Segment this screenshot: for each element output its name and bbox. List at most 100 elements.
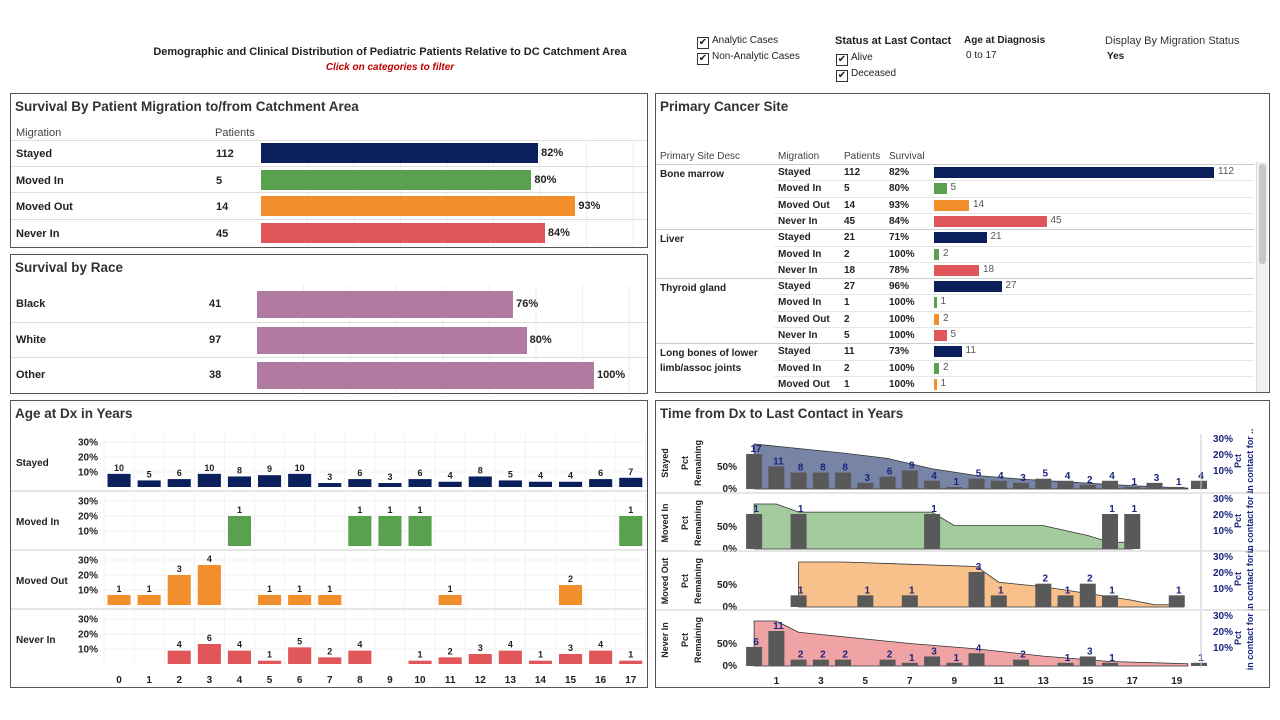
age-bar[interactable] bbox=[468, 476, 492, 487]
contact-bar[interactable] bbox=[1102, 662, 1119, 666]
migration-survival-bar[interactable] bbox=[261, 196, 576, 216]
migration-label[interactable]: Never In bbox=[16, 227, 60, 240]
migration-label[interactable]: Stayed bbox=[16, 148, 53, 160]
age-bar[interactable] bbox=[559, 585, 583, 605]
race-survival-bar[interactable] bbox=[257, 291, 514, 318]
contact-bar[interactable] bbox=[857, 482, 874, 489]
contact-bar[interactable] bbox=[879, 659, 896, 666]
contact-bar[interactable] bbox=[1191, 662, 1207, 666]
age-bar[interactable] bbox=[408, 479, 432, 487]
contact-bar[interactable] bbox=[879, 476, 896, 489]
site-name[interactable]: Bone marrow bbox=[660, 169, 724, 180]
contact-bar[interactable] bbox=[1035, 583, 1052, 607]
age-bar[interactable] bbox=[348, 650, 372, 664]
contact-bar[interactable] bbox=[946, 486, 963, 489]
contact-bar[interactable] bbox=[924, 656, 941, 666]
migration-label[interactable]: Moved In bbox=[16, 174, 64, 187]
age-bar[interactable] bbox=[167, 575, 191, 605]
age-bar[interactable] bbox=[559, 481, 583, 487]
age-bar[interactable] bbox=[107, 595, 131, 605]
contact-bar[interactable] bbox=[924, 514, 941, 549]
contact-bar[interactable] bbox=[1102, 514, 1119, 549]
contact-bar[interactable] bbox=[901, 595, 918, 607]
race-row[interactable]: Black 41 76% bbox=[11, 287, 647, 323]
age-bar[interactable] bbox=[528, 660, 552, 664]
site-migration[interactable]: Moved In bbox=[778, 362, 822, 374]
site-patient-bar[interactable] bbox=[934, 232, 987, 244]
site-patient-bar[interactable] bbox=[934, 183, 947, 195]
display-filter-value[interactable]: Yes bbox=[1107, 51, 1125, 62]
site-patient-bar[interactable] bbox=[934, 264, 979, 276]
age-bar[interactable] bbox=[498, 650, 522, 664]
migration-row[interactable]: Stayed 112 82% bbox=[11, 140, 647, 167]
site-migration[interactable]: Moved In bbox=[778, 248, 822, 260]
age-bar[interactable] bbox=[258, 595, 282, 605]
age-bar[interactable] bbox=[589, 479, 613, 487]
age-bar[interactable] bbox=[619, 477, 643, 487]
migration-survival-bar[interactable] bbox=[261, 222, 545, 243]
age-bar[interactable] bbox=[589, 650, 613, 664]
contact-bar[interactable] bbox=[1057, 480, 1074, 489]
site-migration[interactable]: Stayed bbox=[778, 167, 811, 178]
contact-bar[interactable] bbox=[968, 572, 985, 607]
age-bar[interactable] bbox=[438, 595, 462, 605]
age-bar[interactable] bbox=[468, 654, 492, 664]
contact-bar[interactable] bbox=[1102, 480, 1119, 489]
age-bar[interactable] bbox=[318, 595, 342, 605]
contact-bar[interactable] bbox=[1124, 486, 1141, 489]
site-migration[interactable]: Moved Out bbox=[778, 199, 830, 211]
site-name[interactable]: Thyroid gland bbox=[660, 283, 727, 295]
site-patient-bar[interactable] bbox=[934, 330, 947, 341]
contact-bar[interactable] bbox=[968, 653, 985, 666]
migration-label[interactable]: Moved Out bbox=[16, 201, 73, 213]
age-bar[interactable] bbox=[378, 516, 402, 546]
age-bar[interactable] bbox=[619, 660, 643, 664]
contact-bar[interactable] bbox=[968, 478, 985, 489]
checkbox-icon[interactable]: ✔ bbox=[836, 54, 848, 66]
site-patient-bar[interactable] bbox=[934, 362, 939, 374]
contact-bar[interactable] bbox=[746, 454, 763, 489]
site-patient-bar[interactable] bbox=[934, 378, 937, 390]
contact-bar[interactable] bbox=[1079, 583, 1096, 607]
migration-row[interactable]: Moved Out 14 93% bbox=[11, 193, 647, 220]
site-patient-bar[interactable] bbox=[934, 297, 937, 309]
age-bar[interactable] bbox=[619, 516, 643, 546]
site-migration[interactable]: Stayed bbox=[778, 346, 811, 358]
age-bar[interactable] bbox=[559, 654, 583, 664]
race-survival-bar[interactable] bbox=[257, 362, 594, 389]
race-row[interactable]: Other 38 100% bbox=[11, 358, 647, 393]
race-survival-bar[interactable] bbox=[257, 326, 527, 354]
filter-deceased[interactable]: ✔ Deceased bbox=[836, 68, 897, 82]
age-bar[interactable] bbox=[378, 483, 402, 487]
contact-bar[interactable] bbox=[790, 595, 807, 607]
site-migration[interactable]: Moved In bbox=[778, 297, 822, 309]
age-bar[interactable] bbox=[227, 650, 251, 664]
age-bar[interactable] bbox=[438, 657, 462, 664]
contact-bar[interactable] bbox=[768, 466, 785, 489]
age-bar[interactable] bbox=[408, 516, 432, 546]
site-patient-bar[interactable] bbox=[934, 167, 1214, 178]
contact-bar[interactable] bbox=[1191, 480, 1207, 489]
age-bar[interactable] bbox=[197, 565, 221, 605]
age-bar[interactable] bbox=[197, 644, 221, 664]
age-bar[interactable] bbox=[348, 516, 372, 546]
checkbox-icon[interactable]: ✔ bbox=[836, 70, 848, 82]
migration-survival-bar[interactable] bbox=[261, 143, 539, 163]
contact-bar[interactable] bbox=[768, 631, 785, 666]
age-bar[interactable] bbox=[288, 473, 312, 487]
contact-bar[interactable] bbox=[901, 470, 918, 489]
checkbox-icon[interactable]: ✔ bbox=[697, 37, 709, 49]
checkbox-icon[interactable]: ✔ bbox=[697, 53, 709, 65]
age-bar[interactable] bbox=[227, 476, 251, 487]
race-label[interactable]: Black bbox=[16, 298, 46, 310]
age-bar[interactable] bbox=[137, 480, 161, 487]
filter-alive[interactable]: ✔ Alive bbox=[836, 52, 873, 66]
site-patient-bar[interactable] bbox=[934, 313, 939, 325]
remaining-area[interactable] bbox=[753, 503, 1133, 550]
age-bar[interactable] bbox=[348, 479, 372, 487]
site-scrollbar[interactable] bbox=[1256, 162, 1268, 392]
contact-bar[interactable] bbox=[790, 514, 807, 549]
filter-analytic-cases[interactable]: ✔ Analytic Cases bbox=[697, 35, 779, 49]
contact-bar[interactable] bbox=[1168, 486, 1185, 489]
age-bar[interactable] bbox=[288, 647, 312, 664]
